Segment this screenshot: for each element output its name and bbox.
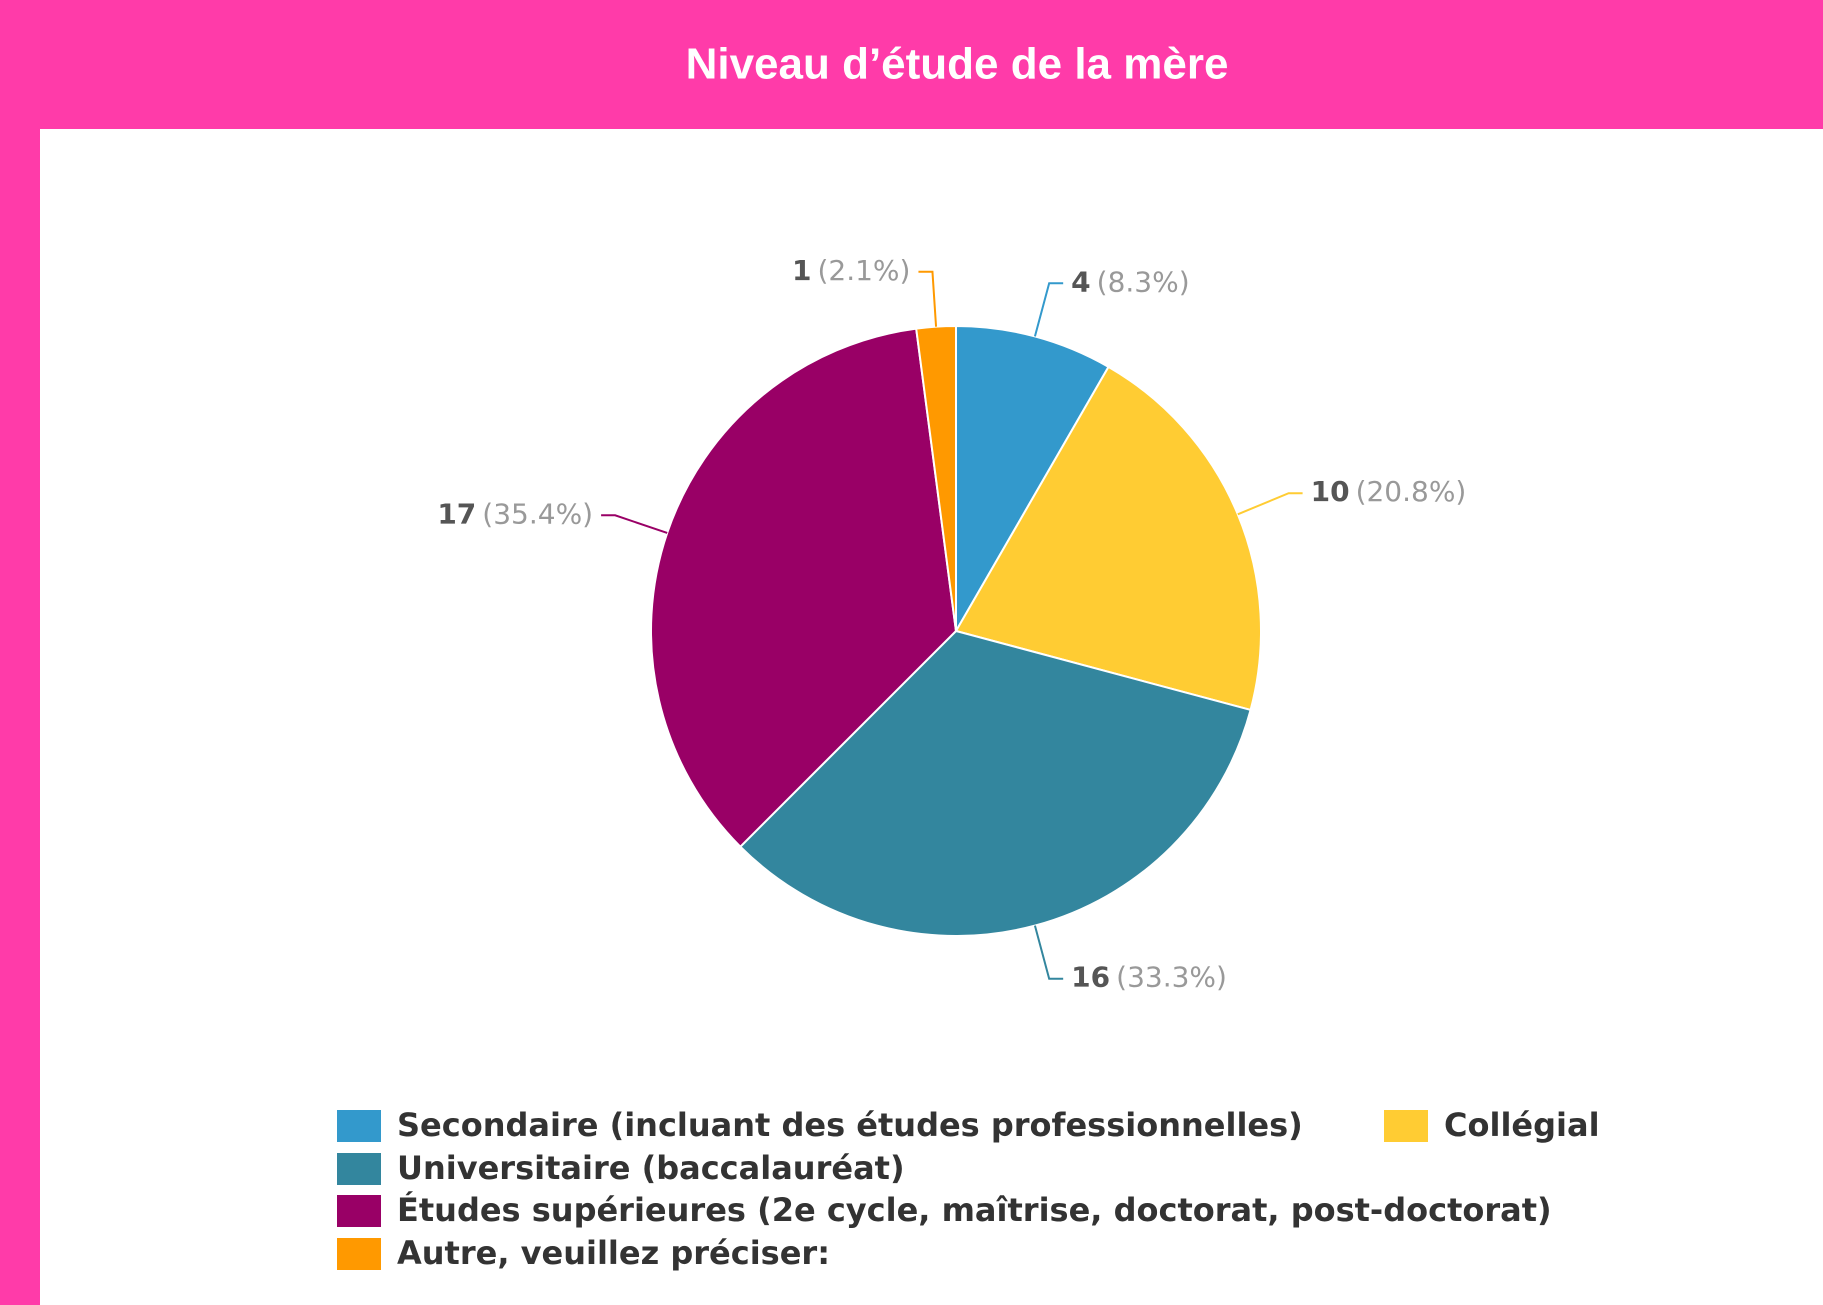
data-label-value: 10 bbox=[1311, 475, 1350, 508]
data-label-value: 4 bbox=[1071, 265, 1090, 298]
data-label-percentage: (35.4%) bbox=[482, 497, 593, 530]
legend-label: Études supérieures (2e cycle, maîtrise, … bbox=[397, 1191, 1552, 1229]
legend-swatch bbox=[337, 1238, 381, 1270]
data-label-percentage: (8.3%) bbox=[1097, 265, 1190, 298]
data-label: 4 (8.3%) bbox=[1071, 265, 1189, 298]
leader-line bbox=[1033, 282, 1064, 337]
leader-line bbox=[918, 270, 938, 327]
data-label-value: 16 bbox=[1071, 961, 1110, 994]
data-label-percentage: (20.8%) bbox=[1356, 475, 1467, 508]
data-label: 1 (2.1%) bbox=[792, 254, 910, 287]
data-label-percentage: (33.3%) bbox=[1116, 961, 1227, 994]
legend-swatch bbox=[337, 1153, 381, 1185]
leader-line bbox=[1237, 492, 1303, 516]
legend-label: Secondaire (incluant des études professi… bbox=[397, 1106, 1303, 1144]
legend-label: Universitaire (baccalauréat) bbox=[397, 1149, 905, 1187]
legend-swatch bbox=[337, 1110, 381, 1142]
pie-slice bbox=[650, 327, 958, 849]
data-label-value: 1 bbox=[792, 254, 811, 287]
legend-label: Autre, veuillez préciser: bbox=[397, 1234, 830, 1272]
data-label: 10 (20.8%) bbox=[1311, 475, 1467, 508]
data-label: 17 (35.4%) bbox=[437, 497, 593, 530]
data-label-percentage: (2.1%) bbox=[817, 254, 910, 287]
legend-swatch bbox=[1384, 1110, 1428, 1142]
data-label-value: 17 bbox=[437, 497, 476, 530]
legend-label: Collégial bbox=[1444, 1106, 1600, 1144]
pie-slice bbox=[955, 324, 1110, 635]
chart-title: Niveau d’étude de la mère bbox=[686, 40, 1229, 89]
leader-line bbox=[601, 514, 668, 534]
leader-line bbox=[1033, 925, 1064, 980]
data-label: 16 (33.3%) bbox=[1071, 961, 1227, 994]
legend-swatch bbox=[337, 1195, 381, 1227]
